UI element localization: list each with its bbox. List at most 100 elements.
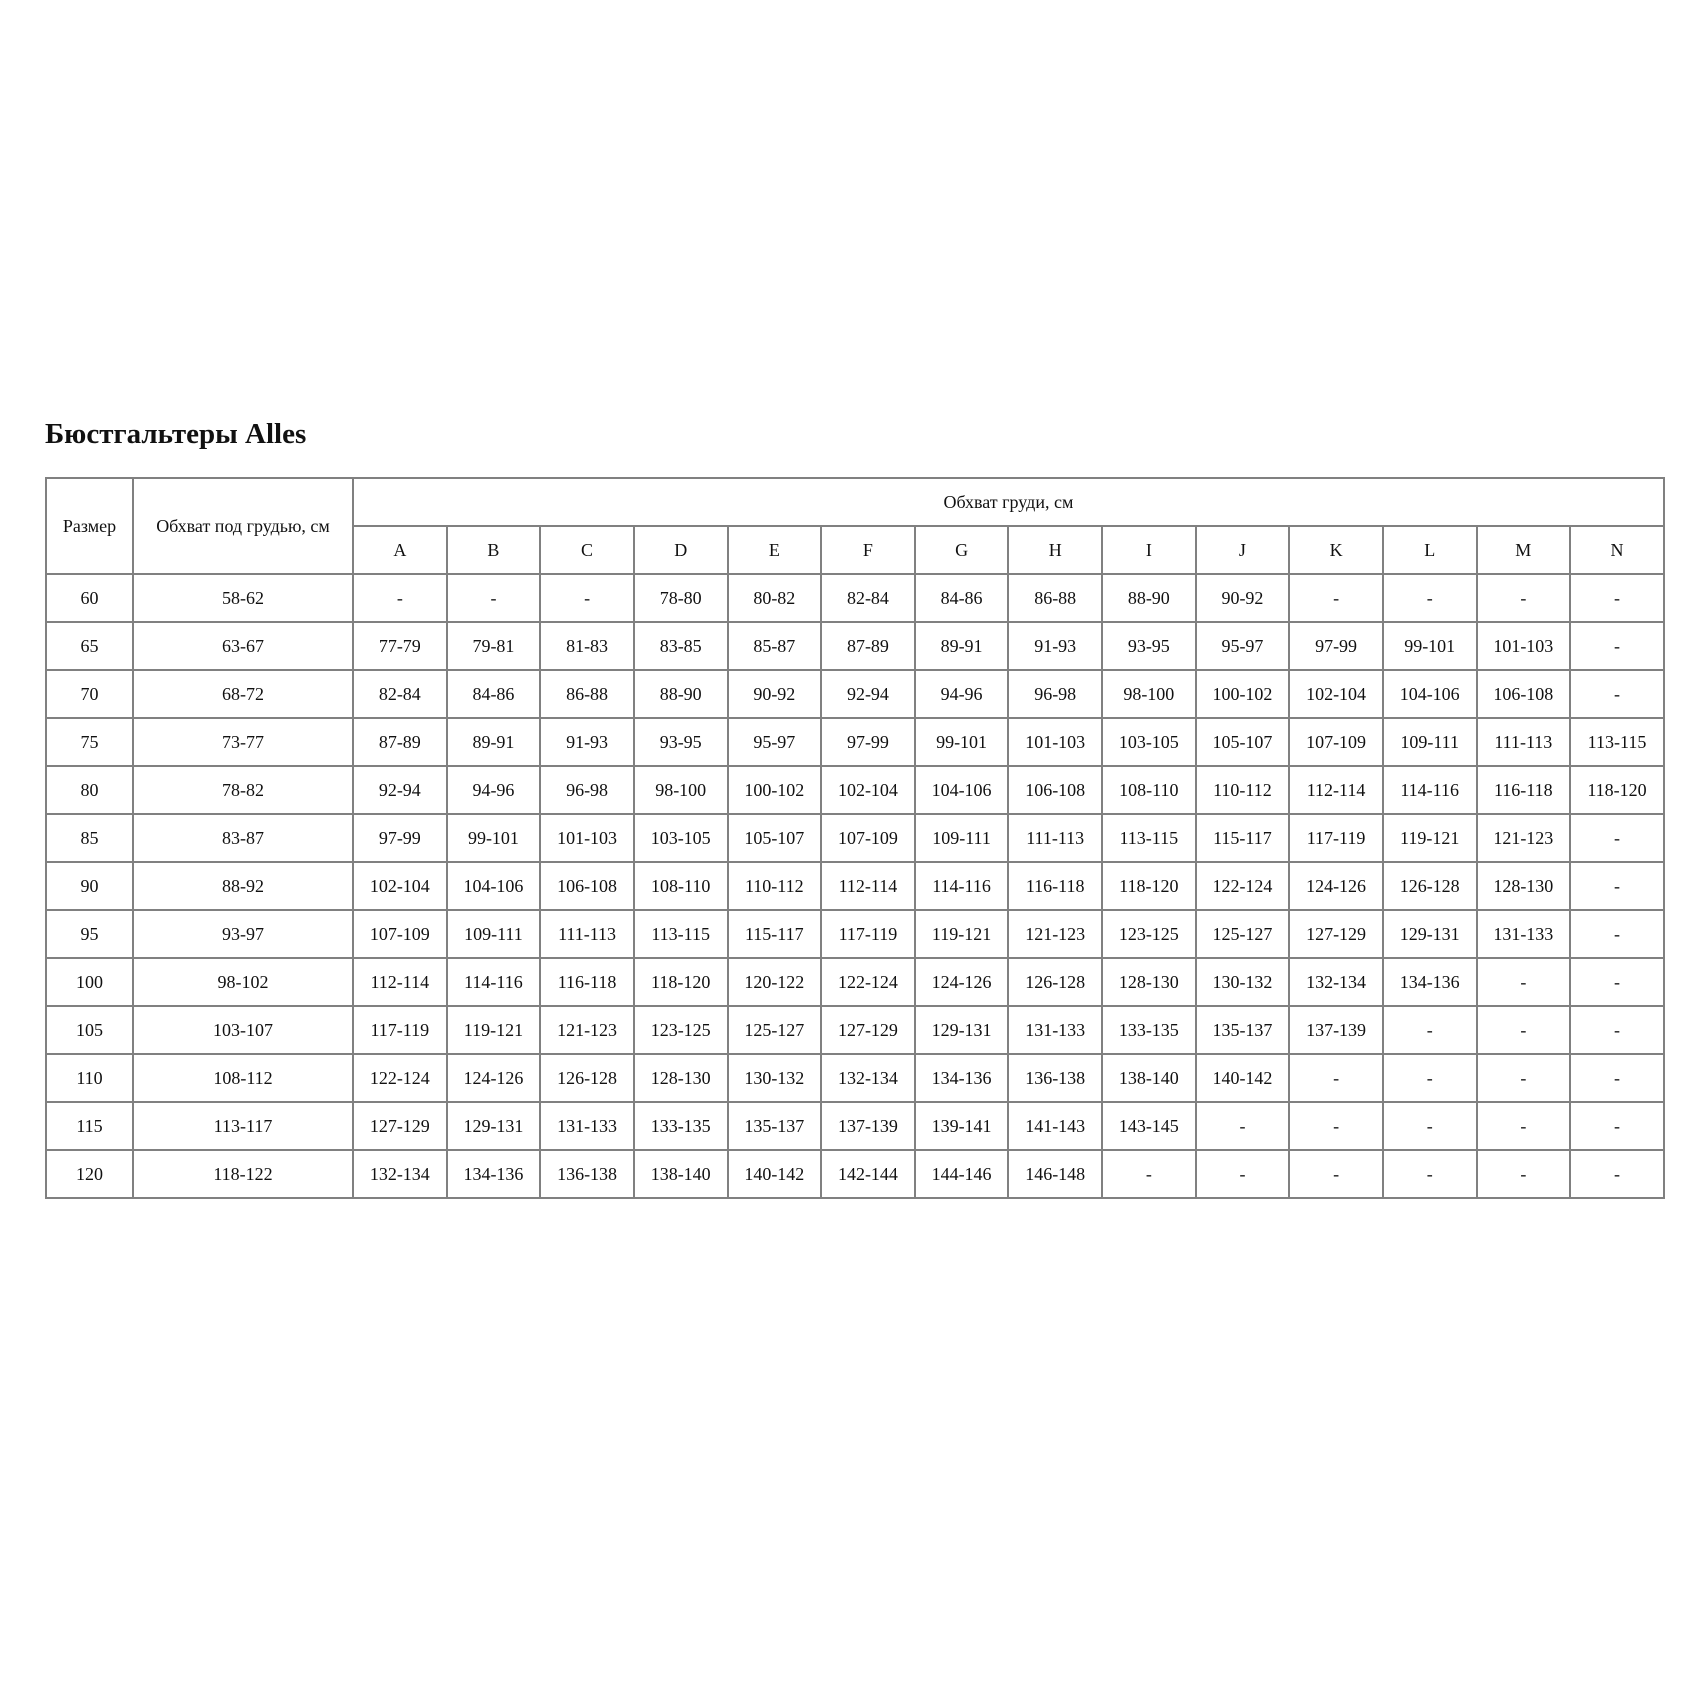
size-table: Размер Обхват под грудью, см Обхват груд…: [45, 477, 1665, 1199]
bust-cell: -: [1194, 1101, 1291, 1151]
bust-cell: 140-142: [726, 1149, 823, 1199]
table-row: 95 93-97 107-109 109-111 111-113 113-115 115-1…: [45, 909, 1665, 959]
bust-cell: 129-131: [445, 1101, 542, 1151]
page-title: Бюстгальтеры Alles: [45, 418, 307, 450]
cup-header: I: [1101, 525, 1197, 575]
table-body: 60 58-62- - -78-80 80-82 82-84 84-86 86-88 88-90…: [45, 573, 1665, 1199]
bust-cell: 123-125: [632, 1005, 729, 1055]
bust-cell: 128-130: [1101, 957, 1197, 1007]
bust-cell: 120-122: [726, 957, 823, 1007]
bust-cell: 114-116: [1381, 765, 1478, 815]
bust-cell: 88-90: [632, 669, 729, 719]
cup-header: E: [726, 525, 823, 575]
header-size: Размер: [45, 477, 134, 575]
bust-cell: 89-91: [445, 717, 542, 767]
bust-cell: 84-86: [445, 669, 542, 719]
bust-cell: 123-125: [1101, 909, 1197, 959]
bust-cell: 133-135: [632, 1101, 729, 1151]
bust-cell: 104-106: [913, 765, 1010, 815]
bust-cell: 106-108: [1007, 765, 1103, 815]
bust-cell: 105-107: [726, 813, 823, 863]
bust-cell: 124-126: [1288, 861, 1384, 911]
bust-cell: 102-104: [1288, 669, 1384, 719]
bust-cell: 133-135: [1101, 1005, 1197, 1055]
bust-cell: 104-106: [445, 861, 542, 911]
bust-cell: -: [1569, 1005, 1665, 1055]
bust-cell: 121-123: [539, 1005, 635, 1055]
bust-cell: 132-134: [820, 1053, 916, 1103]
cup-header: B: [445, 525, 542, 575]
underbust-cell: 63-67: [132, 621, 354, 671]
bust-cell: 109-111: [445, 909, 542, 959]
bust-cell: 108-110: [632, 861, 729, 911]
bust-cell: 118-120: [1569, 765, 1665, 815]
bust-cell: -: [1569, 1101, 1665, 1151]
underbust-cell: 103-107: [132, 1005, 354, 1055]
size-cell: 95: [45, 909, 134, 959]
bust-cell: 110-112: [726, 861, 823, 911]
underbust-cell: 83-87: [132, 813, 354, 863]
bust-cell: 93-95: [632, 717, 729, 767]
bust-cell: 83-85: [632, 621, 729, 671]
bust-cell: -: [1569, 957, 1665, 1007]
bust-cell: -: [1381, 1149, 1478, 1199]
bust-cell: 137-139: [1288, 1005, 1384, 1055]
bust-cell: 116-118: [539, 957, 635, 1007]
cup-header: H: [1007, 525, 1103, 575]
bust-cell: -: [1475, 1053, 1572, 1103]
bust-cell: -: [1288, 573, 1384, 623]
table-row: 90 88-92 102-104 104-106 106-108 108-110 110-1…: [45, 861, 1665, 911]
bust-cell: 139-141: [913, 1101, 1010, 1151]
bust-cell: 99-101: [445, 813, 542, 863]
bust-cell: -: [352, 573, 448, 623]
bust-cell: -: [1475, 957, 1572, 1007]
bust-cell: 116-118: [1007, 861, 1103, 911]
bust-cell: 109-111: [913, 813, 1010, 863]
bust-cell: 106-108: [1475, 669, 1572, 719]
bust-cell: 91-93: [539, 717, 635, 767]
bust-cell: -: [1381, 573, 1478, 623]
bust-cell: 119-121: [913, 909, 1010, 959]
bust-cell: 114-116: [913, 861, 1010, 911]
bust-cell: 142-144: [820, 1149, 916, 1199]
bust-cell: 138-140: [632, 1149, 729, 1199]
bust-cell: 131-133: [1475, 909, 1572, 959]
bust-cell: 113-115: [1569, 717, 1665, 767]
bust-cell: 140-142: [1194, 1053, 1291, 1103]
size-cell: 100: [45, 957, 134, 1007]
table-row: 115 113-117 127-129 129-131 131-133 133-135 13…: [45, 1101, 1665, 1151]
bust-cell: 119-121: [445, 1005, 542, 1055]
bust-cell: 137-139: [820, 1101, 916, 1151]
bust-cell: 111-113: [1475, 717, 1572, 767]
bust-cell: 117-119: [352, 1005, 448, 1055]
bust-cell: 115-117: [1194, 813, 1291, 863]
bust-cell: 112-114: [820, 861, 916, 911]
bust-cell: 146-148: [1007, 1149, 1103, 1199]
table-row: 105 103-107 117-119 119-121 121-123 123-125 12…: [45, 1005, 1665, 1055]
underbust-cell: 88-92: [132, 861, 354, 911]
bust-cell: 134-136: [1381, 957, 1478, 1007]
bust-cell: 82-84: [820, 573, 916, 623]
cup-header: J: [1194, 525, 1291, 575]
bust-cell: 96-98: [539, 765, 635, 815]
bust-cell: 118-120: [1101, 861, 1197, 911]
bust-cell: -: [1381, 1005, 1478, 1055]
size-cell: 90: [45, 861, 134, 911]
bust-cell: 97-99: [352, 813, 448, 863]
bust-cell: 87-89: [820, 621, 916, 671]
underbust-cell: 93-97: [132, 909, 354, 959]
bust-cell: 92-94: [352, 765, 448, 815]
size-cell: 115: [45, 1101, 134, 1151]
bust-cell: 97-99: [820, 717, 916, 767]
bust-cell: 78-80: [632, 573, 729, 623]
bust-cell: 125-127: [1194, 909, 1291, 959]
bust-cell: -: [1569, 861, 1665, 911]
bust-cell: 98-100: [1101, 669, 1197, 719]
bust-cell: 89-91: [913, 621, 1010, 671]
bust-cell: 90-92: [726, 669, 823, 719]
bust-cell: 82-84: [352, 669, 448, 719]
bust-cell: 107-109: [1288, 717, 1384, 767]
bust-cell: 136-138: [1007, 1053, 1103, 1103]
bust-cell: 110-112: [1194, 765, 1291, 815]
